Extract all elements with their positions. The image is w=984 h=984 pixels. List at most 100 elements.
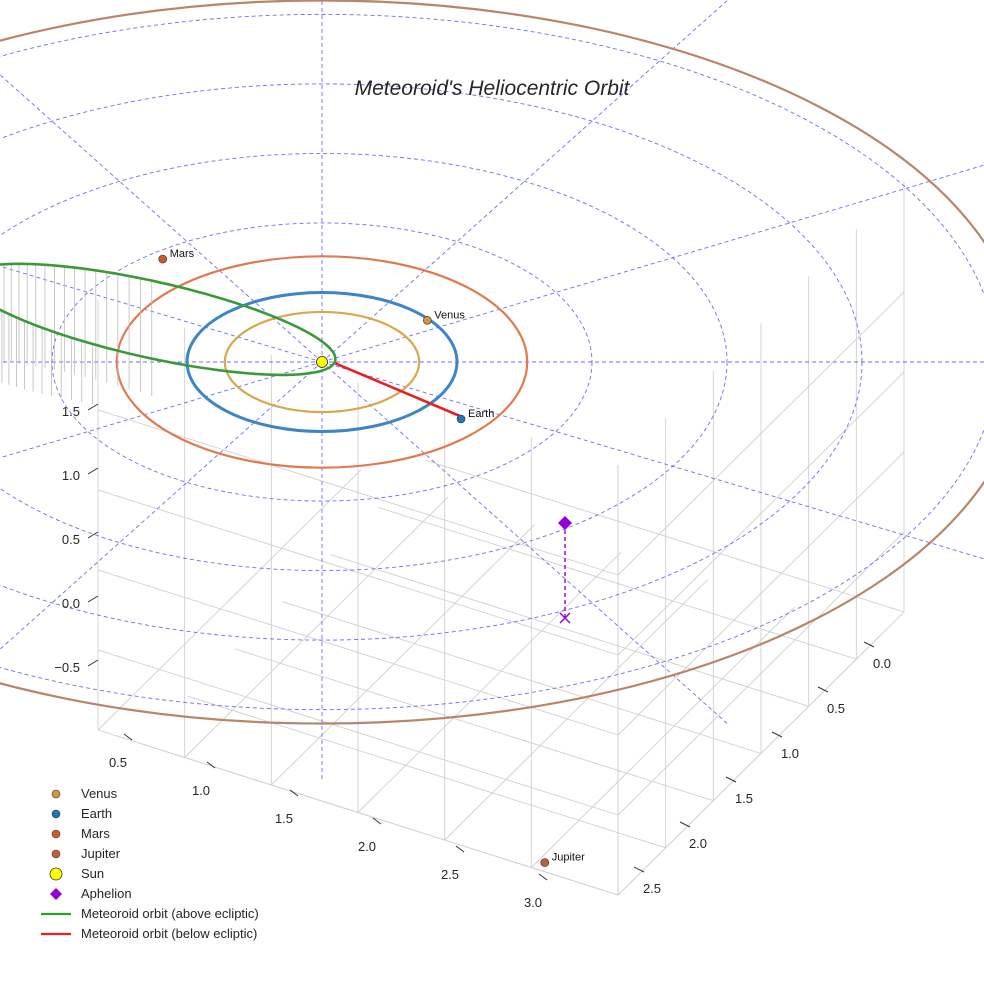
- mars-marker: [158, 254, 167, 264]
- earth-label: Earth: [468, 408, 494, 420]
- legend-dot: [51, 849, 61, 859]
- reference-circle: [0, 153, 728, 571]
- legend-item: Venus: [38, 784, 338, 804]
- grid-line: [97, 489, 619, 656]
- y-tick-label: 2.0: [689, 836, 707, 851]
- x-tick-mark: [455, 845, 465, 853]
- grid-line: [184, 496, 449, 758]
- y-tick-label: 0.0: [873, 656, 891, 671]
- legend-item: Earth: [38, 804, 338, 824]
- x-tick-label: 2.0: [358, 839, 376, 854]
- legend-label: Mars: [81, 826, 110, 841]
- mars-label: Mars: [170, 248, 195, 260]
- x-tick-mark: [538, 873, 548, 881]
- reference-circle: [0, 14, 984, 710]
- grid-layer: [97, 182, 905, 896]
- x-tick-label: 1.0: [192, 783, 210, 798]
- legend-item: Sun: [38, 864, 338, 884]
- grid-line: [97, 469, 362, 731]
- mars-orbit: [115, 255, 529, 469]
- z-tick-label: −0.5: [54, 660, 80, 675]
- grid-line: [97, 409, 619, 576]
- legend-item: Jupiter: [38, 844, 338, 864]
- venus-label: Venus: [434, 309, 465, 321]
- z-tick-mark: [87, 659, 99, 667]
- grid-line: [617, 531, 905, 816]
- y-tick-mark: [817, 686, 829, 693]
- jupiter-label: Jupiter: [552, 852, 585, 864]
- x-tick-label: 1.5: [275, 811, 293, 826]
- earth-marker: [456, 414, 466, 424]
- grid-line: [531, 606, 795, 868]
- chart-title: Meteoroid's Heliocentric Orbit: [355, 77, 631, 100]
- legend-label: Aphelion: [81, 886, 132, 901]
- legend-item: Meteoroid orbit (above ecliptic): [38, 904, 338, 924]
- y-tick-mark: [633, 866, 645, 873]
- z-tick-label: 1.5: [62, 404, 80, 419]
- y-tick-label: 0.5: [827, 701, 845, 716]
- grid-line: [357, 551, 622, 813]
- grid-line: [425, 459, 905, 613]
- meteoroid-orbit: [0, 262, 465, 419]
- meteoroid-drop-lines: [1, 263, 153, 404]
- x-tick-mark: [206, 761, 216, 769]
- axis-ticks: −0.5 0.0 0.5 1.0 1.5 0.5 1.0 1.5 2.0 2.5 3.0 0.0 0.5…: [54, 403, 891, 910]
- legend-symbol-icon: [51, 789, 61, 799]
- venus-orbit: [223, 310, 421, 414]
- x-tick-mark: [123, 733, 133, 741]
- y-tick-label: 1.0: [781, 746, 799, 761]
- legend-symbol-icon: [49, 867, 63, 881]
- z-tick-mark: [87, 595, 99, 603]
- grid-line: [282, 601, 762, 754]
- grid-line: [444, 579, 709, 841]
- legend-diamond: [50, 888, 62, 900]
- y-tick-mark: [863, 641, 875, 648]
- legend-dot: [51, 789, 61, 799]
- legend-symbol-icon: [51, 829, 61, 839]
- meteoroid-orbit-below: [334, 362, 465, 419]
- x-tick-label: 3.0: [524, 895, 542, 910]
- grid-line: [377, 506, 857, 660]
- legend-item: Mars: [38, 824, 338, 844]
- grid-line: [617, 291, 905, 576]
- grid-line: [617, 451, 905, 736]
- grid-line: [234, 648, 714, 802]
- legend-label: Earth: [81, 806, 113, 821]
- reference-spoke: [0, 361, 323, 459]
- x-tick-mark: [289, 789, 299, 797]
- venus-marker: [422, 315, 432, 325]
- legend-item: Aphelion: [38, 884, 338, 904]
- markers: Venus Earth Mars Jupiter: [158, 248, 585, 867]
- z-tick-label: 1.0: [62, 468, 80, 483]
- grid-line: [271, 524, 535, 786]
- y-tick-mark: [725, 776, 737, 783]
- z-tick-mark: [87, 403, 99, 411]
- z-tick-mark: [87, 467, 99, 475]
- legend-label: Venus: [81, 786, 118, 801]
- legend-label: Meteoroid orbit (above ecliptic): [81, 906, 259, 921]
- reference-spoke: [0, 74, 323, 363]
- planet-orbits: [0, 0, 984, 725]
- grid-line: [617, 371, 905, 656]
- reference-spoke: [321, 164, 984, 363]
- earth-orbit: [185, 290, 459, 434]
- legend-symbol-icon: [41, 912, 71, 916]
- z-tick-mark: [87, 531, 99, 539]
- z-tick-label: 0.0: [62, 596, 80, 611]
- legend-label: Sun: [81, 866, 105, 881]
- meteoroid-orbit-above: [0, 262, 337, 377]
- reference-spoke: [321, 361, 984, 560]
- grid-line: [617, 634, 882, 896]
- x-tick-label: 2.5: [441, 867, 459, 882]
- grid-line: [187, 695, 666, 849]
- legend-dot: [51, 809, 61, 819]
- y-tick-label: 1.5: [735, 791, 753, 806]
- grid-line: [139, 742, 619, 896]
- y-tick-label: 2.5: [643, 881, 661, 896]
- legend-symbol-icon: [51, 809, 61, 819]
- legend-item: Meteoroid orbit (below ecliptic): [38, 924, 338, 944]
- y-tick-mark: [679, 821, 691, 828]
- x-tick-mark: [372, 817, 382, 825]
- x-tick-label: 0.5: [109, 755, 127, 770]
